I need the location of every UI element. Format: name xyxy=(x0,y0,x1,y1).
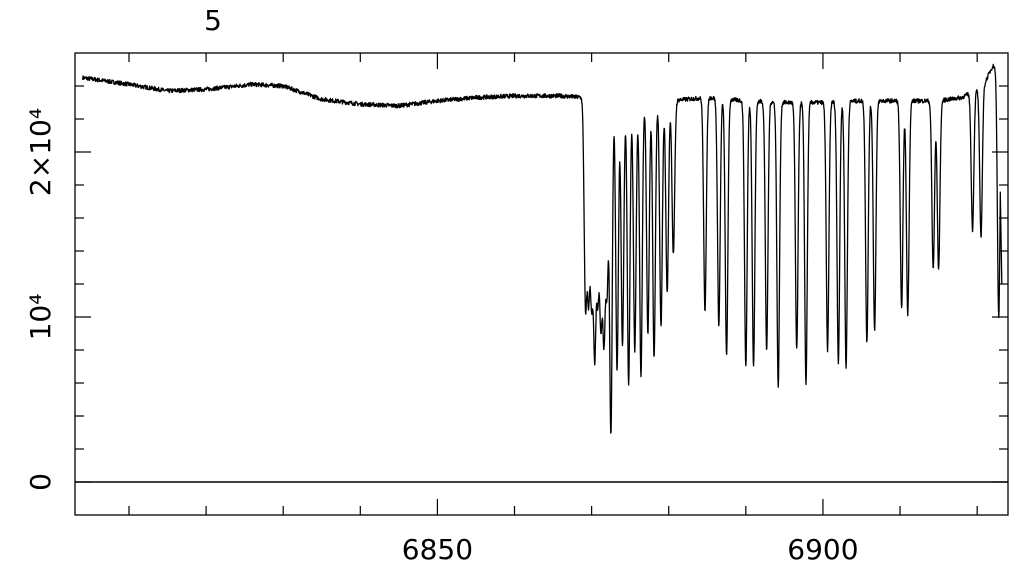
x-tick-label: 6900 xyxy=(787,533,858,566)
y-tick-label: 0 xyxy=(24,473,57,491)
spectrum-line xyxy=(82,63,1003,434)
axis-tick-labels: 6850 6900 0 10⁴ 2×10⁴ xyxy=(24,108,859,566)
axis-ticks xyxy=(75,53,1008,515)
y-tick-label: 2×10⁴ xyxy=(24,108,57,196)
y-tick-label: 10⁴ xyxy=(24,294,57,341)
chart-title: 5 xyxy=(204,4,222,37)
x-tick-label: 6850 xyxy=(402,533,473,566)
